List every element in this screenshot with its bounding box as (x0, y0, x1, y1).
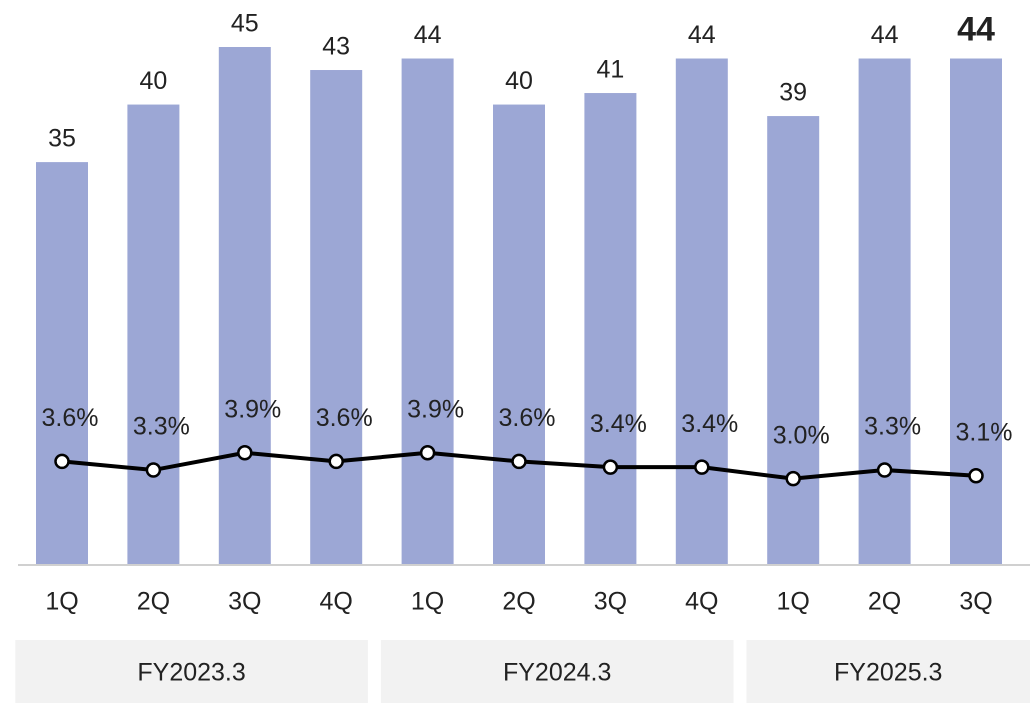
bar (36, 162, 88, 565)
line-value-label: 3.6% (316, 404, 373, 432)
line-point (54, 453, 70, 470)
x-tick-label: 4Q (320, 588, 353, 616)
bar-value-label: 44 (957, 10, 995, 48)
line-point (237, 445, 253, 461)
x-tick-label: 4Q (685, 588, 718, 616)
bar (767, 116, 820, 566)
bar-value-label: 40 (139, 67, 167, 95)
bar-value-label: 39 (779, 79, 807, 107)
line-value-label: 3.4% (681, 410, 738, 438)
group-box (380, 640, 734, 703)
line-value-label: 3.3% (864, 413, 921, 441)
bar (584, 93, 637, 566)
bar (858, 58, 911, 566)
x-tick-label: 2Q (137, 588, 170, 616)
line-value-label: 3.3% (133, 413, 190, 441)
line-point (876, 462, 893, 478)
line-value-label: 3.6% (499, 404, 556, 432)
bar (950, 58, 1002, 566)
line-point (328, 453, 344, 470)
line-value-label: 3.6% (42, 404, 99, 432)
x-tick-label: 3Q (594, 588, 627, 616)
line-value-label: 3.9% (224, 395, 281, 423)
group-box (15, 640, 368, 703)
x-tick-label: 2Q (868, 588, 901, 616)
line-value-label: 3.9% (407, 395, 464, 423)
group-label: FY2025.3 (834, 659, 942, 687)
bar-value-label: 40 (505, 67, 533, 95)
x-tick-label: 3Q (228, 588, 261, 616)
line-point (968, 468, 984, 484)
group-box (746, 640, 1030, 703)
bar-value-label: 45 (231, 10, 259, 38)
group-label: FY2024.3 (503, 659, 611, 687)
bar-value-label: 43 (322, 33, 350, 61)
bar (127, 104, 180, 566)
bar (218, 47, 271, 565)
line-point (785, 470, 801, 487)
line-value-label: 3.0% (773, 421, 830, 449)
bar (310, 70, 363, 566)
bar (401, 58, 454, 566)
bar-value-label: 41 (596, 56, 624, 84)
x-tick-label: 1Q (411, 588, 444, 616)
bar (675, 58, 728, 566)
line-point (145, 462, 162, 478)
line-value-label: 3.1% (956, 418, 1013, 446)
bar-value-label: 44 (871, 21, 899, 49)
bar-value-label: 35 (48, 125, 76, 153)
bar-value-label: 44 (688, 21, 716, 49)
bar (493, 104, 545, 566)
group-label: FY2023.3 (137, 659, 245, 687)
line-point (419, 445, 436, 461)
bar-value-label: 44 (414, 21, 442, 49)
x-tick-label: 2Q (502, 588, 535, 616)
x-tick-label: 1Q (45, 588, 78, 616)
x-tick-label: 3Q (959, 588, 992, 616)
line-value-label: 3.4% (590, 410, 647, 438)
line-point (602, 459, 619, 475)
x-tick-label: 1Q (777, 588, 810, 616)
line-point (694, 459, 710, 475)
line-point (511, 453, 527, 470)
